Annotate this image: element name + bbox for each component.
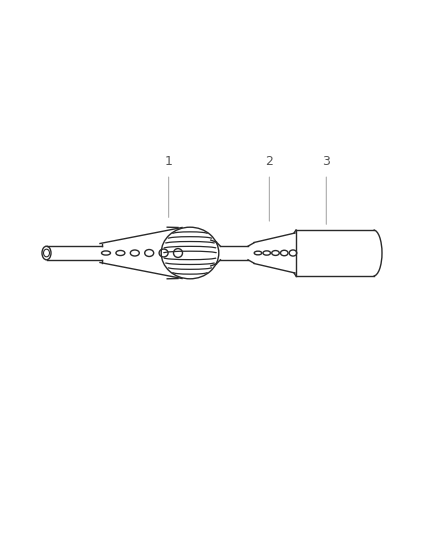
Text: 1: 1 <box>165 155 173 168</box>
Text: 3: 3 <box>322 155 330 168</box>
Text: 2: 2 <box>265 155 273 168</box>
